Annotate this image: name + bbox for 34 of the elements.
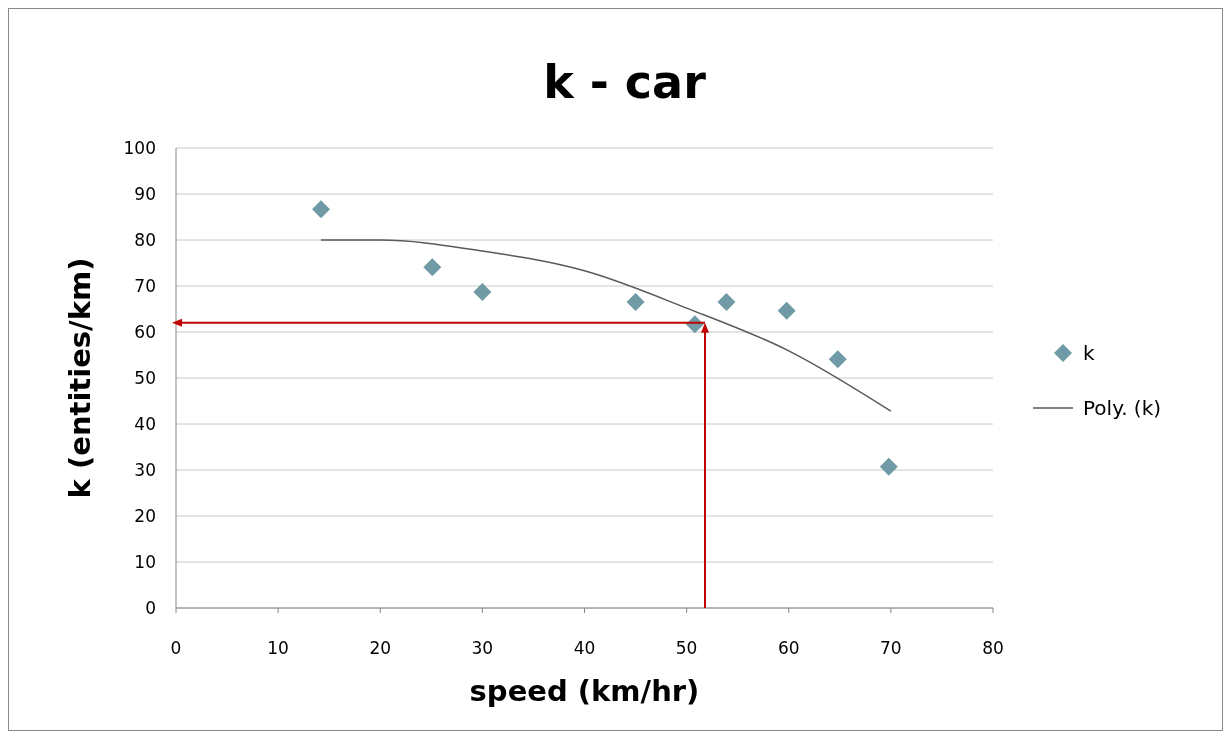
y-tick-label: 20 <box>134 506 156 526</box>
y-tick-label: 90 <box>134 184 156 204</box>
chart-title: k - car <box>543 55 707 109</box>
point <box>717 293 736 312</box>
point <box>828 350 847 369</box>
y-tick-label: 80 <box>134 230 156 250</box>
x-tick-label: 60 <box>777 638 800 658</box>
y-tick-label: 0 <box>145 598 156 618</box>
x-axis-title: speed (km/hr) <box>469 674 700 708</box>
point <box>312 200 331 219</box>
y-tick-label: 60 <box>134 322 156 342</box>
point <box>777 301 796 320</box>
x-tick-label: 30 <box>471 638 494 658</box>
point <box>423 258 442 277</box>
x-tick-label: 0 <box>170 638 182 658</box>
y-axis-title: k (entities/km) <box>63 257 97 499</box>
point <box>879 457 898 476</box>
y-tick-label: 30 <box>134 460 156 480</box>
x-tick-label: 50 <box>675 638 698 658</box>
x-tick-label: 10 <box>267 638 289 658</box>
point <box>626 293 645 312</box>
legend-label: k <box>1083 341 1095 365</box>
y-tick-label: 70 <box>134 276 156 296</box>
y-tick-label: 50 <box>134 368 156 388</box>
legend-label: Poly. (k) <box>1083 396 1162 420</box>
y-tick-label: 40 <box>134 414 156 434</box>
point <box>473 282 492 301</box>
y-tick-label: 10 <box>134 552 156 572</box>
x-tick-label: 70 <box>880 638 902 658</box>
line-series <box>320 239 892 412</box>
x-tick-label: 20 <box>369 638 392 658</box>
x-tick-label: 80 <box>982 638 1004 658</box>
x-tick-label: 40 <box>573 638 596 658</box>
y-tick-label: 100 <box>123 138 156 158</box>
